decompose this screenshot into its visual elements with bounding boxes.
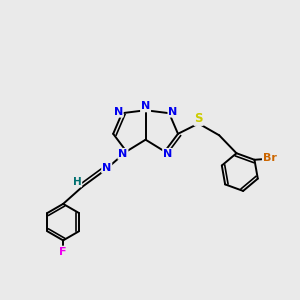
Text: S: S (194, 112, 203, 125)
Text: F: F (59, 247, 67, 256)
Text: N: N (141, 101, 150, 111)
Text: N: N (102, 163, 111, 173)
Text: N: N (114, 107, 123, 117)
Text: N: N (168, 107, 178, 117)
Text: H: H (73, 176, 81, 187)
Text: N: N (163, 149, 172, 159)
Text: Br: Br (263, 153, 277, 163)
Text: N: N (118, 149, 128, 159)
